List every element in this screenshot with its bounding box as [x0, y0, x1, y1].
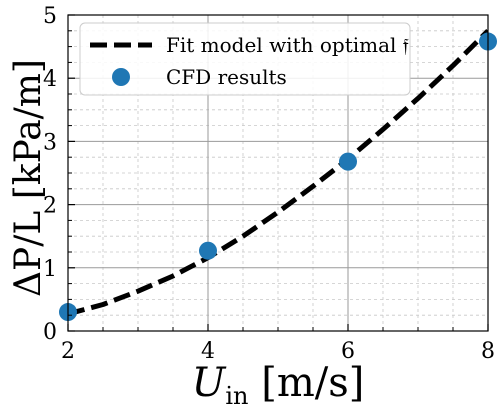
tick-labels: 2 4 6 8 0 1 2 3 4 5 — [43, 4, 495, 364]
x-tick-label: 2 — [61, 339, 75, 364]
legend-label-fit: Fit model with optimal 𝔣 — [166, 33, 409, 57]
y-tick-label: 3 — [43, 130, 57, 155]
x-tick-label: 4 — [201, 339, 215, 364]
legend: Fit model with optimal 𝔣 CFD results — [79, 22, 411, 96]
y-axis-label: ΔP/L [kPa/m] — [8, 59, 49, 297]
x-axis-label-main: U — [192, 360, 227, 406]
cfd-result-point — [199, 241, 217, 260]
x-tick-label: 6 — [341, 339, 355, 364]
x-tick-label: 8 — [481, 339, 495, 364]
y-tick-label: 1 — [43, 257, 57, 282]
legend-label-cfd: CFD results — [166, 65, 287, 89]
fit-model-line — [68, 29, 488, 317]
y-tick-label: 2 — [43, 194, 57, 219]
legend-marker-swatch — [112, 68, 130, 86]
ticks — [67, 14, 489, 332]
legend-box — [79, 22, 411, 96]
x-axis-label-sub: in — [225, 382, 248, 410]
y-tick-label: 0 — [43, 320, 57, 345]
x-axis-label-unit: [m/s] — [249, 360, 365, 406]
y-tick-label: 5 — [43, 4, 57, 29]
cfd-result-point — [339, 152, 357, 171]
y-tick-label: 4 — [43, 67, 57, 92]
x-axis-label: Uin [m/s] — [192, 360, 365, 410]
series-layer — [68, 29, 488, 317]
